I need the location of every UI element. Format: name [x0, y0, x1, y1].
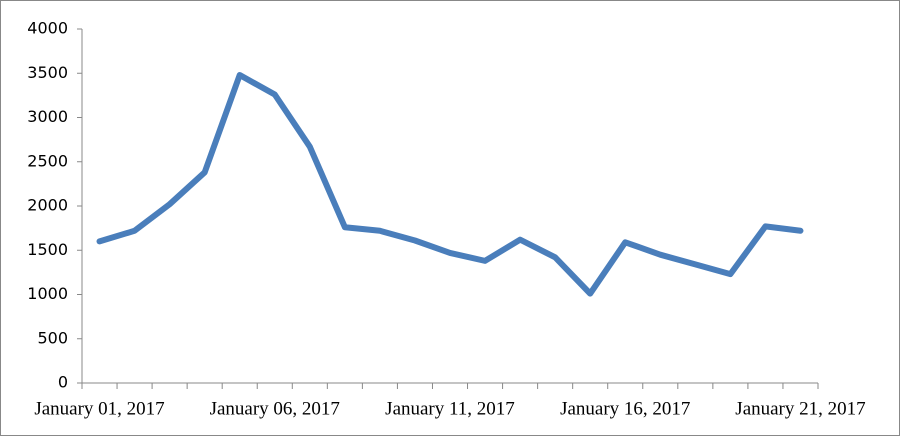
- x-tick-label: January 01, 2017: [34, 398, 164, 419]
- data-line: [96, 72, 804, 297]
- y-tick-label: 2500: [27, 151, 68, 170]
- x-tick-label: January 11, 2017: [385, 398, 515, 419]
- y-tick-label: 0: [58, 373, 68, 392]
- x-tick-label: January 16, 2017: [560, 398, 690, 419]
- y-tick-label: 3500: [27, 63, 68, 82]
- x-tick-label: January 06, 2017: [210, 398, 340, 419]
- y-tick-label: 3000: [27, 107, 68, 126]
- y-tick-label: 500: [37, 328, 68, 347]
- y-tick-label: 1000: [27, 284, 68, 303]
- y-tick-label: 2000: [27, 196, 68, 215]
- y-tick-label: 4000: [27, 19, 68, 38]
- x-tick-label: January 21, 2017: [735, 398, 865, 419]
- y-tick-label: 1500: [27, 240, 68, 259]
